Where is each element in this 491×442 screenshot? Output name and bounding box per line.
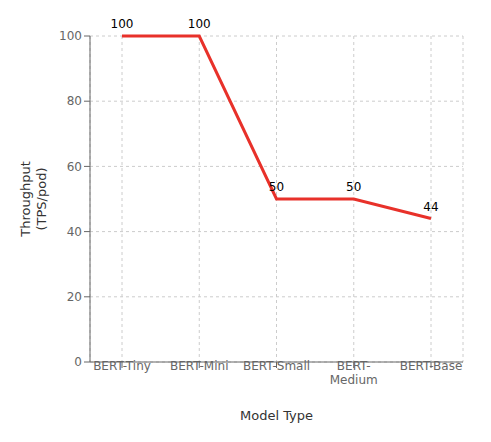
svg-text:60: 60 bbox=[67, 160, 82, 174]
svg-text:50: 50 bbox=[346, 180, 361, 194]
svg-text:BERT-Mini: BERT-Mini bbox=[170, 359, 228, 373]
svg-text:20: 20 bbox=[67, 290, 82, 304]
svg-text:Throughput(TPS/pod): Throughput(TPS/pod) bbox=[18, 161, 49, 238]
svg-text:50: 50 bbox=[269, 180, 284, 194]
svg-text:BERT-Base: BERT-Base bbox=[400, 359, 463, 373]
svg-text:100: 100 bbox=[188, 17, 211, 31]
svg-text:40: 40 bbox=[67, 225, 82, 239]
svg-text:44: 44 bbox=[423, 200, 438, 214]
svg-text:BERT-Tiny: BERT-Tiny bbox=[93, 359, 151, 373]
svg-text:BERT-Small: BERT-Small bbox=[243, 359, 310, 373]
svg-text:Model Type: Model Type bbox=[240, 408, 313, 423]
svg-text:100: 100 bbox=[111, 17, 134, 31]
svg-text:0: 0 bbox=[74, 355, 82, 369]
svg-text:100: 100 bbox=[59, 29, 82, 43]
svg-text:BERT-Medium: BERT-Medium bbox=[330, 359, 378, 387]
svg-text:80: 80 bbox=[67, 94, 82, 108]
